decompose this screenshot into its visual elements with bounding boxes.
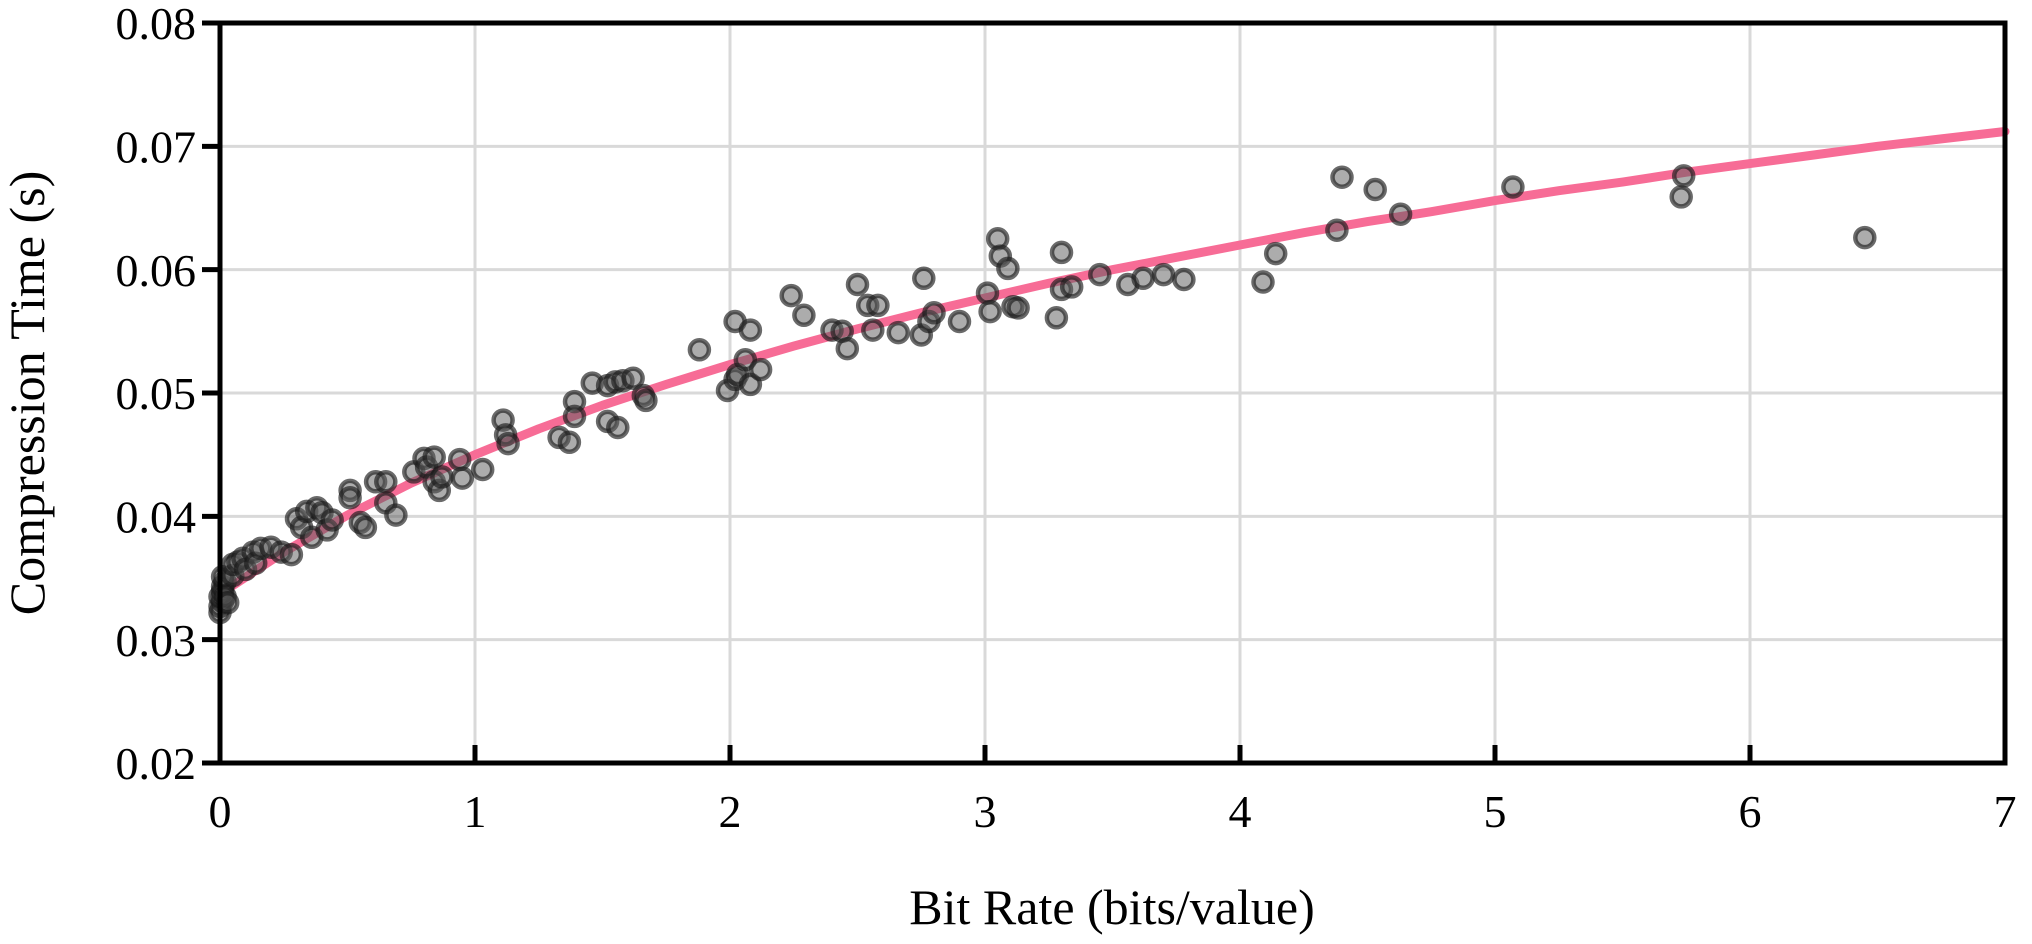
y-tick-label: 0.02	[116, 738, 197, 789]
scatter-point	[557, 430, 582, 455]
x-tick-label: 7	[1994, 786, 2017, 837]
y-tick-label: 0.08	[116, 0, 197, 49]
scatter-point	[738, 318, 763, 342]
y-tick-label: 0.07	[116, 121, 197, 172]
y-tick-label: 0.03	[116, 615, 197, 666]
tick-labels-layer: 0 1 2 3 4 5 6 7 0.02 0.03 0.04 0.05 0.06 0.07 0.08	[116, 0, 2017, 837]
scatter-point	[947, 309, 972, 334]
scatter-point	[320, 508, 344, 532]
scatter-point	[978, 299, 1002, 324]
y-tick-label: 0.05	[116, 368, 197, 419]
x-axis-title: Bit Rate (bits/value)	[909, 879, 1314, 935]
scatter-point	[634, 388, 658, 413]
scatter-point	[1388, 202, 1413, 226]
scatter-point	[1049, 240, 1074, 265]
scatter-point	[338, 486, 362, 510]
scatter-point	[912, 266, 936, 291]
trend-line	[215, 127, 2010, 599]
scatter-point	[562, 404, 587, 429]
scatter-point	[1088, 262, 1112, 287]
scatter-point	[886, 320, 911, 345]
scatter-point	[447, 447, 472, 472]
scatter-point	[687, 338, 712, 362]
gridlines	[220, 23, 2005, 763]
y-tick-label: 0.04	[116, 491, 197, 542]
scatter-point	[1853, 225, 1877, 250]
scatter-point	[748, 357, 773, 382]
scatter-point	[1263, 241, 1288, 266]
scatter-point	[1330, 165, 1354, 189]
scatter-point	[1006, 296, 1030, 320]
scatter-point	[1671, 164, 1696, 188]
x-tick-label: 0	[209, 786, 232, 837]
x-tick-label: 3	[974, 786, 997, 837]
x-tick-label: 5	[1484, 786, 1507, 837]
x-tick-label: 2	[719, 786, 742, 837]
scatter-point	[996, 256, 1020, 281]
scatter-point	[1501, 175, 1525, 199]
scatter-point	[1669, 185, 1693, 209]
scatter-point	[374, 470, 398, 494]
scatter-point	[1131, 266, 1155, 291]
scatter-point	[1044, 306, 1069, 330]
trend-line-layer	[215, 127, 2010, 599]
scatter-point	[1151, 262, 1176, 287]
scatter-point	[606, 415, 630, 440]
scatter-point	[621, 366, 645, 390]
scatter-point	[450, 466, 475, 490]
scatter-point	[779, 283, 803, 308]
scatter-point	[1251, 270, 1275, 294]
scatter-point	[1325, 218, 1349, 242]
x-tick-label: 4	[1229, 786, 1252, 837]
scatter-point	[845, 272, 870, 297]
scatter-point	[922, 301, 946, 325]
scatter-point	[422, 445, 446, 469]
x-tick-label: 1	[464, 786, 487, 837]
y-tick-label: 0.06	[116, 245, 197, 296]
scatter-point	[861, 318, 885, 342]
scatter-point	[866, 293, 890, 318]
scatter-point	[496, 431, 520, 456]
y-axis-title: Compression Time (s)	[0, 171, 55, 616]
scatter-point	[1172, 267, 1196, 292]
scatter-point	[835, 336, 860, 361]
scatter-point	[1363, 177, 1387, 202]
scatter-point	[975, 281, 1000, 305]
scatter-point	[279, 542, 304, 567]
scatter-point	[470, 457, 495, 482]
scatter-point	[353, 515, 378, 540]
x-tick-label: 6	[1739, 786, 1762, 837]
axes-layer	[202, 20, 2008, 766]
scatter-point	[792, 303, 816, 328]
scatter-point	[384, 503, 408, 527]
scatter-point	[430, 465, 454, 489]
scatter-point	[1059, 275, 1084, 299]
